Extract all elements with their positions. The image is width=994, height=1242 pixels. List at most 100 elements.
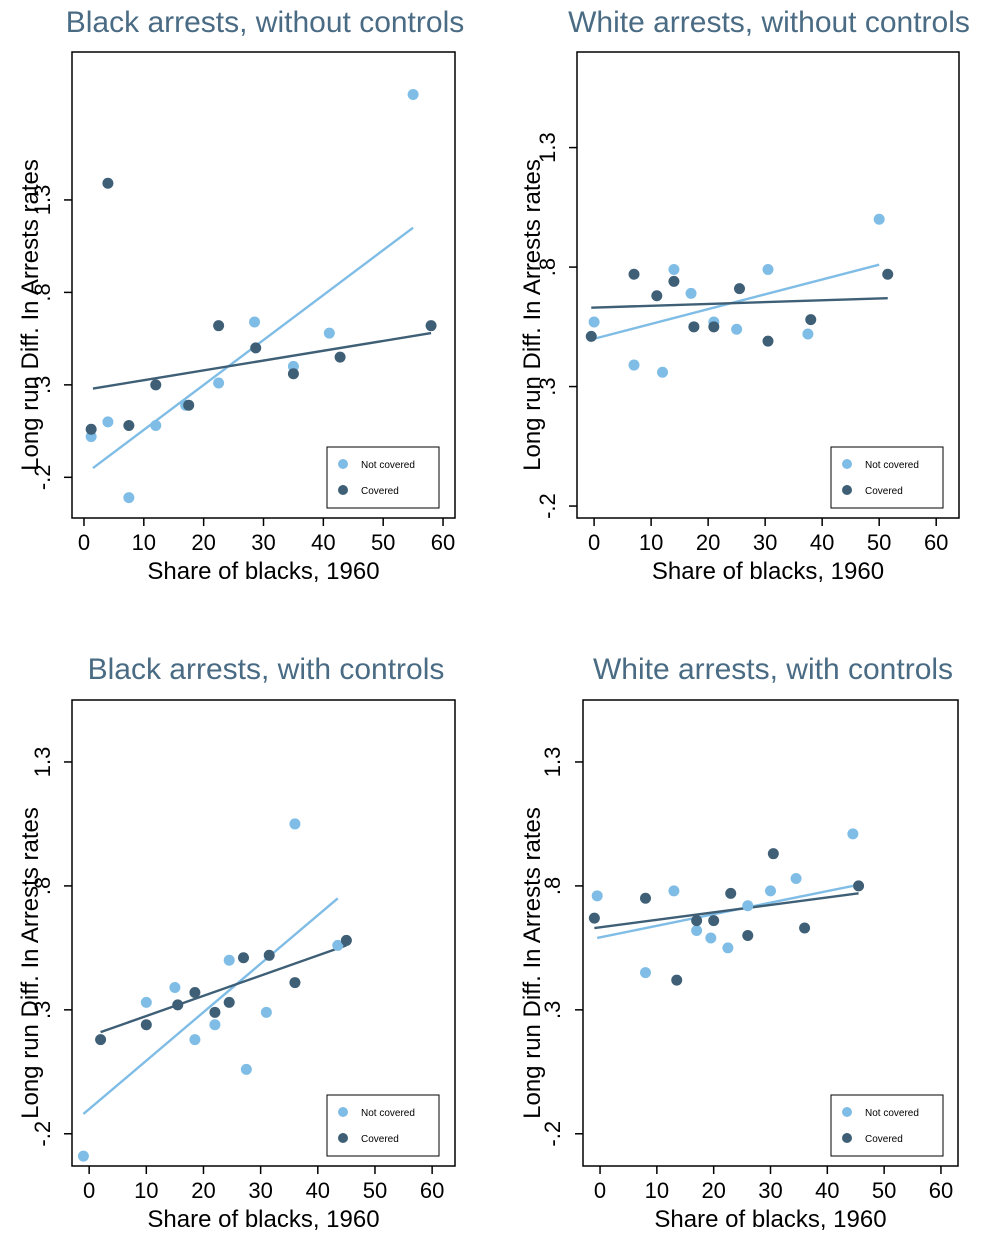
point-covered (725, 887, 737, 899)
y-axis-title: Long run Diff. In Arrests rates (519, 159, 546, 471)
point-covered (651, 290, 663, 302)
legend-marker-not-covered (842, 1107, 852, 1117)
y-tick-label: .3 (30, 1001, 55, 1019)
legend-marker-covered (842, 485, 852, 495)
chart-title: White arrests, with controls (593, 653, 953, 686)
x-tick-label: 30 (251, 530, 275, 555)
point-covered (213, 320, 225, 332)
point-not-covered (742, 900, 754, 912)
point-covered (585, 330, 597, 342)
chart-panel-4: White arrests, with controls 0 10 20 30 40 50 6… (519, 653, 959, 1233)
point-not-covered (591, 890, 603, 902)
point-not-covered (213, 377, 225, 389)
x-tick-label: 50 (867, 530, 891, 555)
point-not-covered (802, 328, 814, 340)
x-tick-label: 20 (701, 1178, 725, 1203)
point-not-covered (722, 942, 734, 954)
x-tick-label: 30 (758, 1178, 782, 1203)
x-axis-title: Share of blacks, 1960 (147, 1206, 379, 1233)
point-covered (289, 977, 301, 989)
x-tick-label: 40 (815, 1178, 839, 1203)
point-not-covered (668, 885, 680, 897)
legend-marker-covered (338, 485, 348, 495)
x-tick-label: 0 (588, 530, 600, 555)
point-not-covered (289, 818, 301, 830)
point-covered (691, 915, 703, 927)
chart-panel-2: White arrests, without controls 0 10 20 30 40… (519, 6, 970, 585)
point-not-covered (628, 359, 640, 371)
legend-box (830, 1094, 944, 1157)
x-tick-label: 10 (132, 530, 156, 555)
point-not-covered (77, 1150, 89, 1162)
point-covered (287, 368, 299, 380)
y-tick-label: .8 (535, 258, 560, 276)
point-not-covered (140, 996, 152, 1008)
point-covered (742, 929, 754, 941)
point-not-covered (731, 323, 743, 335)
point-not-covered (668, 263, 680, 275)
legend-label-covered: Covered (361, 486, 399, 497)
x-tick-label: 40 (306, 1178, 330, 1203)
point-not-covered (240, 1063, 252, 1075)
fit-line-not-covered (82, 897, 339, 1115)
legend-label-not-covered: Not covered (865, 460, 919, 471)
x-tick-label: 20 (191, 530, 215, 555)
point-not-covered (249, 316, 261, 328)
point-covered (640, 892, 651, 904)
point-covered (733, 283, 745, 295)
legend-marker-not-covered (842, 459, 852, 469)
point-covered (334, 351, 346, 363)
point-not-covered (657, 366, 669, 378)
x-tick-label: 20 (191, 1178, 215, 1203)
y-tick-label: -.2 (540, 1121, 565, 1147)
chart-title: White arrests, without controls (568, 6, 970, 39)
fit-line-covered (591, 296, 888, 309)
x-tick-label: 50 (371, 530, 395, 555)
y-tick-label: -.2 (535, 493, 560, 519)
point-covered (767, 848, 779, 860)
legend-label-covered: Covered (865, 1134, 903, 1145)
point-covered (668, 275, 680, 287)
x-tick-label: 10 (645, 1178, 669, 1203)
fit-line-covered (92, 331, 432, 390)
point-not-covered (762, 263, 774, 275)
chart-title: Black arrests, with controls (88, 653, 445, 686)
point-covered (762, 335, 774, 347)
y-tick-label: 1.3 (540, 747, 565, 778)
point-covered (183, 399, 195, 411)
x-tick-label: 40 (810, 530, 834, 555)
point-covered (628, 268, 640, 280)
point-covered (172, 999, 184, 1011)
point-covered (588, 912, 600, 924)
legend-label-not-covered: Not covered (361, 460, 415, 471)
point-not-covered (189, 1034, 201, 1046)
y-tick-label: -.2 (30, 464, 55, 490)
point-not-covered (588, 316, 600, 328)
y-tick-label: .3 (30, 376, 55, 394)
fit-line-not-covered (593, 263, 880, 340)
point-covered (263, 949, 275, 961)
point-covered (140, 1019, 152, 1031)
x-tick-label: 0 (594, 1178, 606, 1203)
legend: Not covered Covered (326, 446, 440, 509)
y-tick-label: .8 (30, 877, 55, 895)
point-not-covered (847, 828, 859, 840)
x-axis-title: Share of blacks, 1960 (654, 1206, 886, 1233)
point-covered (85, 423, 97, 435)
point-covered (123, 420, 135, 432)
x-tick-label: 60 (431, 530, 455, 555)
legend-box (326, 446, 440, 509)
point-not-covered (169, 982, 181, 994)
point-not-covered (332, 939, 344, 951)
point-not-covered (260, 1006, 272, 1018)
point-not-covered (790, 872, 802, 884)
y-axis-title: Long run Diff. In Arrests rates (519, 807, 546, 1119)
x-axis-title: Share of blacks, 1960 (652, 558, 884, 585)
point-covered (708, 321, 720, 333)
point-not-covered (209, 1019, 221, 1031)
legend: Not covered Covered (830, 446, 944, 509)
point-covered (688, 321, 700, 333)
point-covered (223, 996, 235, 1008)
x-tick-label: 50 (872, 1178, 896, 1203)
